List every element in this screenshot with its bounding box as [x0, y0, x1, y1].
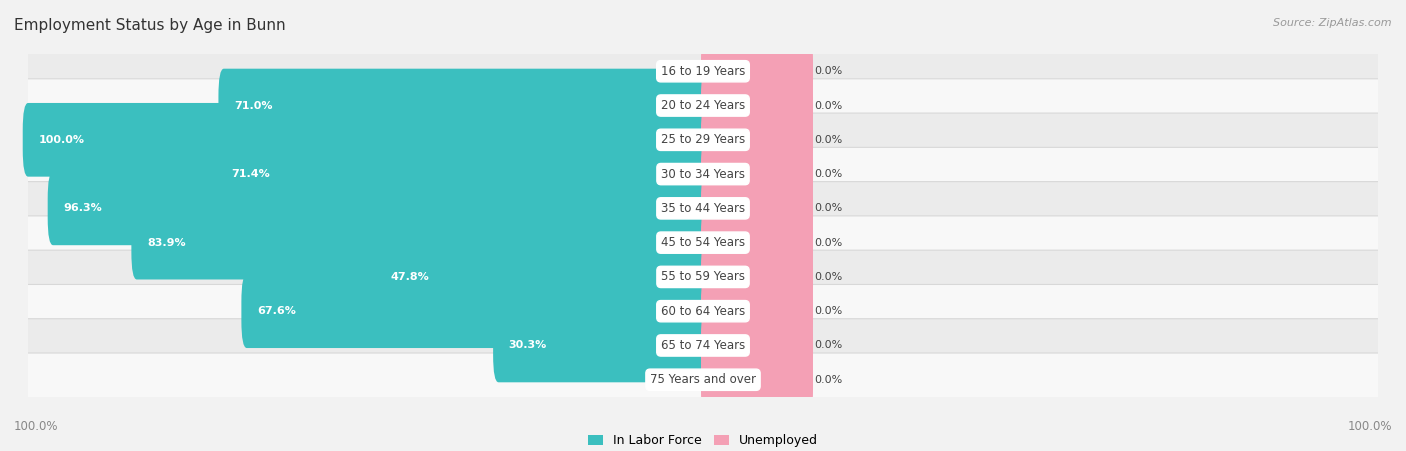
FancyBboxPatch shape: [702, 69, 813, 143]
Text: 20 to 24 Years: 20 to 24 Years: [661, 99, 745, 112]
Text: 71.0%: 71.0%: [233, 101, 273, 110]
Text: 0.0%: 0.0%: [814, 341, 842, 350]
Text: 30 to 34 Years: 30 to 34 Years: [661, 168, 745, 180]
Text: 55 to 59 Years: 55 to 59 Years: [661, 271, 745, 283]
FancyBboxPatch shape: [242, 274, 709, 348]
Text: 47.8%: 47.8%: [391, 272, 429, 282]
Text: 83.9%: 83.9%: [146, 238, 186, 248]
Text: 0.0%: 0.0%: [814, 306, 842, 316]
FancyBboxPatch shape: [22, 285, 1384, 338]
Text: Employment Status by Age in Bunn: Employment Status by Age in Bunn: [14, 18, 285, 33]
Text: 0.0%: 0.0%: [814, 135, 842, 145]
Text: 65 to 74 Years: 65 to 74 Years: [661, 339, 745, 352]
Text: 0.0%: 0.0%: [814, 375, 842, 385]
FancyBboxPatch shape: [494, 308, 709, 382]
Text: 100.0%: 100.0%: [14, 420, 59, 433]
FancyBboxPatch shape: [22, 182, 1384, 235]
Text: 100.0%: 100.0%: [38, 135, 84, 145]
FancyBboxPatch shape: [22, 216, 1384, 269]
Text: 67.6%: 67.6%: [257, 306, 295, 316]
FancyBboxPatch shape: [22, 79, 1384, 132]
FancyBboxPatch shape: [215, 137, 709, 211]
FancyBboxPatch shape: [702, 137, 813, 211]
Text: 100.0%: 100.0%: [1347, 420, 1392, 433]
Text: 75 Years and over: 75 Years and over: [650, 373, 756, 386]
FancyBboxPatch shape: [702, 274, 813, 348]
Text: 0.0%: 0.0%: [814, 101, 842, 110]
Text: Source: ZipAtlas.com: Source: ZipAtlas.com: [1274, 18, 1392, 28]
Text: 30.3%: 30.3%: [509, 341, 547, 350]
FancyBboxPatch shape: [131, 206, 709, 280]
FancyBboxPatch shape: [22, 353, 1384, 406]
FancyBboxPatch shape: [218, 69, 709, 143]
Text: 45 to 54 Years: 45 to 54 Years: [661, 236, 745, 249]
FancyBboxPatch shape: [702, 308, 813, 382]
FancyBboxPatch shape: [48, 171, 709, 245]
Text: 0.0%: 0.0%: [814, 66, 842, 76]
FancyBboxPatch shape: [702, 206, 813, 280]
FancyBboxPatch shape: [375, 240, 709, 314]
Text: 35 to 44 Years: 35 to 44 Years: [661, 202, 745, 215]
FancyBboxPatch shape: [22, 250, 1384, 304]
Text: 71.4%: 71.4%: [231, 169, 270, 179]
FancyBboxPatch shape: [22, 113, 1384, 166]
FancyBboxPatch shape: [22, 319, 1384, 372]
Text: 0.0%: 0.0%: [814, 203, 842, 213]
FancyBboxPatch shape: [702, 240, 813, 314]
Text: 25 to 29 Years: 25 to 29 Years: [661, 133, 745, 146]
Text: 96.3%: 96.3%: [63, 203, 103, 213]
Text: 0.0%: 0.0%: [814, 238, 842, 248]
Text: 0.0%: 0.0%: [668, 375, 696, 385]
FancyBboxPatch shape: [702, 343, 813, 417]
Text: 16 to 19 Years: 16 to 19 Years: [661, 65, 745, 78]
FancyBboxPatch shape: [22, 103, 709, 177]
Text: 0.0%: 0.0%: [814, 169, 842, 179]
Text: 60 to 64 Years: 60 to 64 Years: [661, 305, 745, 318]
FancyBboxPatch shape: [702, 34, 813, 108]
Text: 0.0%: 0.0%: [668, 66, 696, 76]
FancyBboxPatch shape: [702, 171, 813, 245]
Legend: In Labor Force, Unemployed: In Labor Force, Unemployed: [583, 429, 823, 451]
FancyBboxPatch shape: [22, 45, 1384, 98]
FancyBboxPatch shape: [702, 103, 813, 177]
Text: 0.0%: 0.0%: [814, 272, 842, 282]
FancyBboxPatch shape: [22, 147, 1384, 201]
